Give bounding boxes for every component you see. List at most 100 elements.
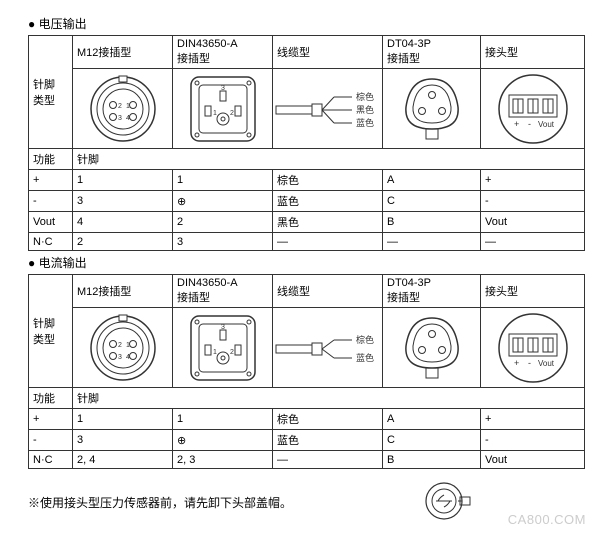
svg-text:-: - xyxy=(528,119,531,129)
diagram-cable: 棕色 黑色 蓝色 xyxy=(273,69,383,149)
svg-text:Vout: Vout xyxy=(538,120,555,129)
header-c3: 线缆型 xyxy=(273,36,383,69)
svg-text:3: 3 xyxy=(118,354,122,361)
footer-note: ※使用接头型压力传感器前，请先卸下头部盖帽。 xyxy=(28,479,588,525)
dt04-connector-icon xyxy=(394,310,470,386)
cell: - xyxy=(481,430,585,451)
diagram-m12: 2 1 3 4 xyxy=(73,308,173,388)
svg-text:1: 1 xyxy=(126,103,130,110)
watermark: CA800.COM xyxy=(508,512,586,527)
dt04-connector-icon xyxy=(394,71,470,147)
cell: + xyxy=(481,409,585,430)
svg-text:+: + xyxy=(514,119,519,129)
cell: + xyxy=(29,170,73,191)
cell: - xyxy=(29,191,73,212)
cell: 4 xyxy=(73,212,173,233)
cell: C xyxy=(383,430,481,451)
svg-text:棕色: 棕色 xyxy=(356,334,374,345)
cell: B xyxy=(383,212,481,233)
cell: Vout xyxy=(29,212,73,233)
cell: 3 xyxy=(173,233,273,251)
cell: — xyxy=(273,451,383,469)
svg-text:2: 2 xyxy=(118,103,122,110)
cell: 2, 4 xyxy=(73,451,173,469)
cell: 1 xyxy=(73,409,173,430)
header-c4: DT04-3P 接插型 xyxy=(383,36,481,69)
header-c2: DIN43650-A 接插型 xyxy=(173,36,273,69)
svg-text:2: 2 xyxy=(230,349,234,356)
pin-label: 针脚 xyxy=(73,149,585,170)
cell: 蓝色 xyxy=(273,191,383,212)
footer-note-text: ※使用接头型压力传感器前，请先卸下头部盖帽。 xyxy=(28,494,292,511)
cell: C xyxy=(383,191,481,212)
din-connector-icon: 1 2 3 xyxy=(185,71,261,147)
current-table: 针脚 类型 M12接插型 DIN43650-A 接插型 线缆型 DT04-3P … xyxy=(28,274,585,469)
cell: N·C xyxy=(29,233,73,251)
diagram-dt04 xyxy=(383,69,481,149)
header-c5: 接头型 xyxy=(481,36,585,69)
svg-text:1: 1 xyxy=(126,342,130,349)
diagram-terminal: + - Vout xyxy=(481,69,585,149)
cell: N·C xyxy=(29,451,73,469)
svg-text:4: 4 xyxy=(126,354,130,361)
svg-text:-: - xyxy=(528,358,531,368)
svg-text:Vout: Vout xyxy=(538,359,555,368)
diagram-din: 1 2 3 xyxy=(173,308,273,388)
svg-text:1: 1 xyxy=(213,110,217,117)
cable-icon: 棕色 蓝色 xyxy=(274,310,382,386)
svg-text:黑色: 黑色 xyxy=(356,104,374,115)
cell: A xyxy=(383,170,481,191)
cell: — xyxy=(383,233,481,251)
cell: ⊕ xyxy=(173,430,273,451)
cell: Vout xyxy=(481,451,585,469)
din-connector-icon: 1 2 3 xyxy=(185,310,261,386)
func-header-row: 功能 针脚 xyxy=(29,388,585,409)
table-row: N·C 2 3 — — — xyxy=(29,233,585,251)
header-c4: DT04-3P 接插型 xyxy=(383,275,481,308)
table-row: Vout 4 2 黑色 B Vout xyxy=(29,212,585,233)
svg-text:2: 2 xyxy=(118,342,122,349)
table-row: - 3 ⊕ 蓝色 C - xyxy=(29,191,585,212)
current-section-title: ● 电流输出 xyxy=(28,254,588,271)
cell: ⊕ xyxy=(173,191,273,212)
table-row: + 1 1 棕色 A + xyxy=(29,170,585,191)
table-row: - 3 ⊕ 蓝色 C - xyxy=(29,430,585,451)
terminal-connector-icon: + - Vout xyxy=(491,310,575,386)
diagram-row: 2 1 3 4 1 2 3 xyxy=(29,308,585,388)
cell: - xyxy=(29,430,73,451)
row-label-func: 功能 xyxy=(29,149,73,170)
terminal-connector-icon: + - Vout xyxy=(491,71,575,147)
func-header-row: 功能 针脚 xyxy=(29,149,585,170)
diagram-cable: 棕色 蓝色 xyxy=(273,308,383,388)
diagram-row: 2 1 3 4 1 2 3 xyxy=(29,69,585,149)
cell: 3 xyxy=(73,191,173,212)
cell: 2 xyxy=(173,212,273,233)
cell: 蓝色 xyxy=(273,430,383,451)
svg-text:3: 3 xyxy=(221,85,225,92)
cell: + xyxy=(29,409,73,430)
header-c2: DIN43650-A 接插型 xyxy=(173,275,273,308)
cell: + xyxy=(481,170,585,191)
row-label-type: 针脚 类型 xyxy=(29,275,73,388)
cap-removal-icon xyxy=(420,479,474,525)
svg-text:3: 3 xyxy=(118,115,122,122)
cell: 1 xyxy=(73,170,173,191)
cable-icon: 棕色 黑色 蓝色 xyxy=(274,71,382,147)
cell: 2, 3 xyxy=(173,451,273,469)
cell: 棕色 xyxy=(273,170,383,191)
diagram-din: 1 2 3 xyxy=(173,69,273,149)
pin-label: 针脚 xyxy=(73,388,585,409)
cell: — xyxy=(273,233,383,251)
table-header-row: 针脚 类型 M12接插型 DIN43650-A 接插型 线缆型 DT04-3P … xyxy=(29,36,585,69)
row-label-func: 功能 xyxy=(29,388,73,409)
header-c3: 线缆型 xyxy=(273,275,383,308)
cell: 1 xyxy=(173,409,273,430)
svg-text:1: 1 xyxy=(213,349,217,356)
diagram-dt04 xyxy=(383,308,481,388)
svg-text:4: 4 xyxy=(126,115,130,122)
svg-text:3: 3 xyxy=(221,324,225,331)
cell: B xyxy=(383,451,481,469)
cell: 棕色 xyxy=(273,409,383,430)
cell: 1 xyxy=(173,170,273,191)
row-label-type: 针脚 类型 xyxy=(29,36,73,149)
